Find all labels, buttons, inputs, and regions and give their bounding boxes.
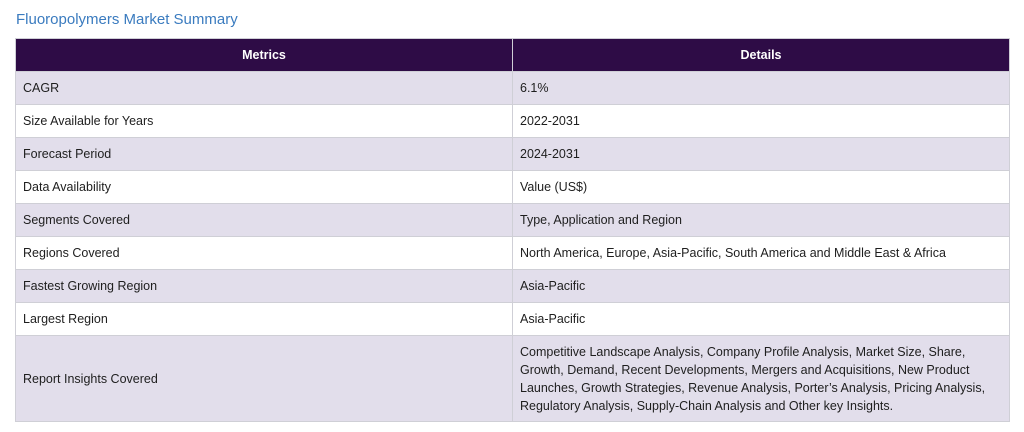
table-row: Size Available for Years 2022-2031 (15, 104, 1010, 138)
table-row: Fastest Growing Region Asia-Pacific (15, 269, 1010, 303)
table-row: Forecast Period 2024-2031 (15, 137, 1010, 171)
detail-cell: Competitive Landscape Analysis, Company … (512, 335, 1010, 422)
detail-cell: Value (US$) (512, 170, 1010, 204)
table-row: CAGR 6.1% (15, 71, 1010, 105)
detail-cell: Asia-Pacific (512, 269, 1010, 303)
metric-cell: CAGR (15, 71, 513, 105)
column-header-metrics: Metrics (15, 38, 513, 72)
metric-cell: Forecast Period (15, 137, 513, 171)
metric-cell: Largest Region (15, 302, 513, 336)
metric-cell: Size Available for Years (15, 104, 513, 138)
detail-cell: North America, Europe, Asia-Pacific, Sou… (512, 236, 1010, 270)
table-row: Report Insights Covered Competitive Land… (15, 335, 1010, 422)
table-row: Regions Covered North America, Europe, A… (15, 236, 1010, 270)
metric-cell: Report Insights Covered (15, 335, 513, 422)
detail-cell: Asia-Pacific (512, 302, 1010, 336)
metric-cell: Segments Covered (15, 203, 513, 237)
table-row: Largest Region Asia-Pacific (15, 302, 1010, 336)
metric-cell: Data Availability (15, 170, 513, 204)
metric-cell: Regions Covered (15, 236, 513, 270)
detail-cell: 2022-2031 (512, 104, 1010, 138)
detail-cell: Type, Application and Region (512, 203, 1010, 237)
table-row: Segments Covered Type, Application and R… (15, 203, 1010, 237)
table-header-row: Metrics Details (15, 38, 1010, 72)
table-row: Data Availability Value (US$) (15, 170, 1010, 204)
metric-cell: Fastest Growing Region (15, 269, 513, 303)
detail-cell: 6.1% (512, 71, 1010, 105)
detail-cell: 2024-2031 (512, 137, 1010, 171)
page-title: Fluoropolymers Market Summary (16, 11, 238, 28)
summary-table: Metrics Details CAGR 6.1% Size Available… (15, 38, 1010, 422)
column-header-details: Details (512, 38, 1010, 72)
